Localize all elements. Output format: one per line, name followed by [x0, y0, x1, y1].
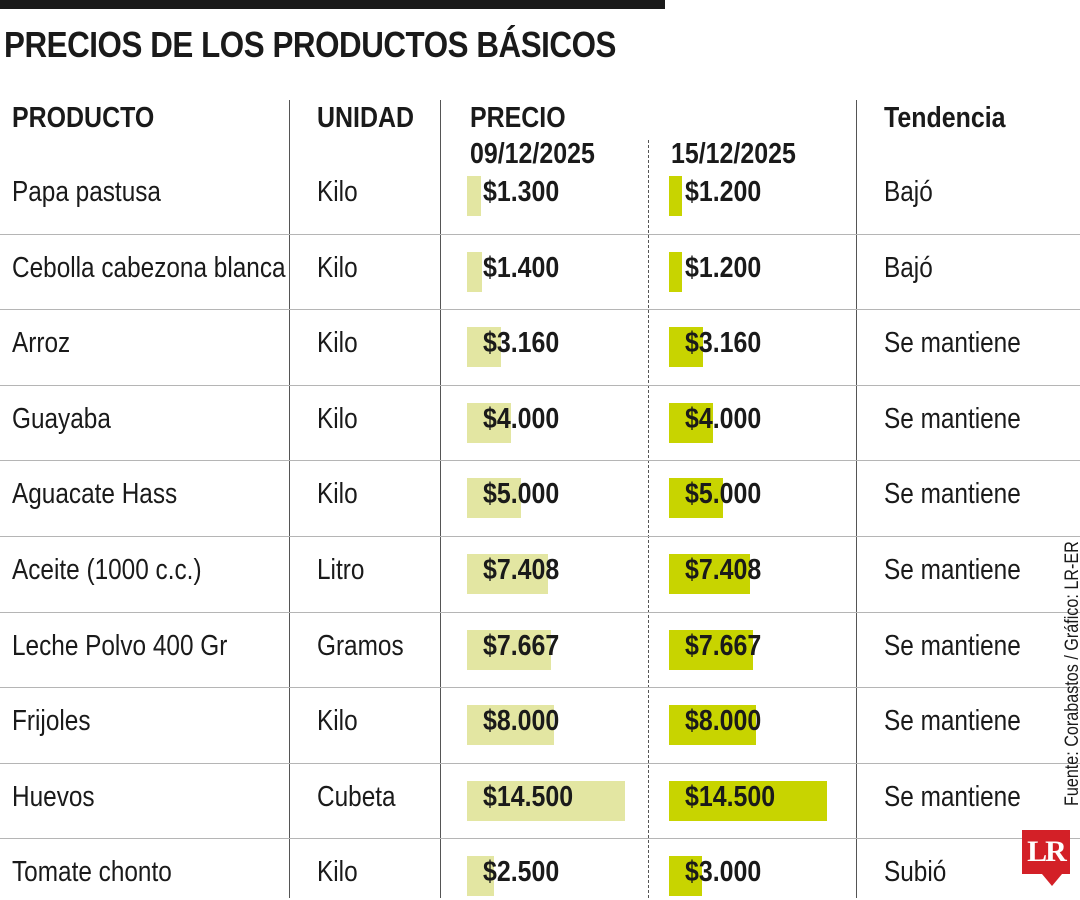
chart-title: PRECIOS DE LOS PRODUCTOS BÁSICOS	[4, 24, 616, 65]
unit-value: Litro	[317, 554, 365, 586]
price-15-12: $7.667	[685, 629, 762, 662]
price-bar-09-12	[467, 705, 555, 746]
trend-value: Subió	[884, 856, 947, 889]
price-bar-15-12	[669, 780, 827, 821]
price-bar-15-12	[669, 856, 702, 897]
price-bar-09-12	[467, 402, 511, 443]
price-bar-15-12	[669, 176, 683, 216]
price-bar-09-12	[467, 176, 482, 216]
product-name: Papa pastusa	[12, 176, 161, 208]
price-09-12: $4.000	[483, 402, 560, 435]
source-note: Fuente: Corabastos / Gráfico: LR-ER	[1062, 541, 1080, 806]
price-bar-09-12	[467, 251, 483, 292]
price-09-12: $1.400	[483, 251, 560, 284]
price-15-12: $14.500	[685, 780, 776, 813]
price-15-12: $1.200	[685, 251, 762, 284]
unit-value: Gramos	[317, 629, 404, 662]
price-bar-09-12	[467, 478, 522, 519]
price-15-12: $3.000	[685, 856, 762, 889]
price-09-12: $8.000	[483, 705, 560, 738]
price-15-12: $4.000	[685, 402, 762, 435]
price-bar-09-12	[467, 629, 551, 670]
price-bar-15-12	[669, 251, 683, 292]
price-15-12: $3.160	[685, 327, 762, 360]
price-bar-09-12	[467, 554, 548, 594]
row-separator	[0, 762, 1080, 764]
price-bar-15-12	[669, 554, 750, 594]
unit-value: Cubeta	[317, 780, 396, 813]
column-divider-unit	[289, 100, 290, 898]
price-09-12: $7.408	[483, 554, 560, 586]
product-name: Huevos	[12, 780, 95, 813]
product-name: Aguacate Hass	[12, 478, 178, 511]
product-name: Arroz	[12, 327, 71, 360]
product-name: Aceite (1000 c.c.)	[12, 554, 202, 586]
product-name: Cebolla cabezona blanca	[12, 251, 286, 284]
trend-value: Se mantiene	[884, 554, 1021, 586]
row-separator	[0, 460, 1080, 462]
unit-value: Kilo	[317, 251, 358, 284]
price-09-12: $7.667	[483, 629, 560, 662]
row-separator	[0, 233, 1080, 235]
unit-value: Kilo	[317, 856, 358, 889]
column-divider-trend	[856, 100, 857, 898]
lr-logo-tail	[1042, 874, 1062, 886]
trend-value: Se mantiene	[884, 705, 1021, 738]
price-09-12: $14.500	[483, 780, 574, 813]
product-name: Tomate chonto	[12, 856, 172, 889]
column-divider-price	[440, 100, 441, 898]
price-bar-15-12	[669, 705, 757, 746]
unit-value: Kilo	[317, 402, 358, 435]
trend-value: Se mantiene	[884, 402, 1021, 435]
unit-value: Kilo	[317, 327, 358, 360]
row-separator	[0, 838, 1080, 840]
trend-value: Se mantiene	[884, 629, 1021, 662]
header-product: PRODUCTO	[12, 102, 155, 134]
price-bar-15-12	[669, 478, 724, 519]
header-unit: UNIDAD	[317, 102, 414, 134]
price-09-12: $5.000	[483, 478, 560, 511]
unit-value: Kilo	[317, 176, 358, 208]
price-09-12: $2.500	[483, 856, 560, 889]
header-price: PRECIO	[470, 102, 566, 134]
header-trend: Tendencia	[884, 102, 1006, 134]
price-15-12: $8.000	[685, 705, 762, 738]
unit-value: Kilo	[317, 478, 358, 511]
header-date-1: 09/12/2025	[470, 138, 595, 170]
product-name: Guayaba	[12, 402, 111, 435]
product-name: Frijoles	[12, 705, 91, 738]
trend-value: Bajó	[884, 176, 933, 208]
price-bar-15-12	[669, 402, 713, 443]
unit-value: Kilo	[317, 705, 358, 738]
column-divider-dates	[648, 140, 649, 898]
product-name: Leche Polvo 400 Gr	[12, 629, 228, 662]
top-rule	[0, 0, 665, 9]
price-15-12: $5.000	[685, 478, 762, 511]
trend-value: Se mantiene	[884, 780, 1021, 813]
trend-value: Bajó	[884, 251, 933, 284]
price-bar-15-12	[669, 629, 753, 670]
price-bar-15-12	[669, 327, 704, 368]
header-date-2: 15/12/2025	[671, 138, 796, 170]
price-09-12: $3.160	[483, 327, 560, 360]
price-09-12: $1.300	[483, 176, 560, 208]
price-15-12: $1.200	[685, 176, 762, 208]
price-bar-09-12	[467, 780, 625, 821]
trend-value: Se mantiene	[884, 478, 1021, 511]
trend-value: Se mantiene	[884, 327, 1021, 360]
row-separator	[0, 611, 1080, 613]
price-15-12: $7.408	[685, 554, 762, 586]
row-separator	[0, 309, 1080, 311]
price-bar-09-12	[467, 856, 495, 897]
lr-logo: LR	[1022, 830, 1070, 874]
price-bar-09-12	[467, 327, 502, 368]
row-separator	[0, 687, 1080, 689]
row-separator	[0, 536, 1080, 537]
row-separator	[0, 384, 1080, 386]
